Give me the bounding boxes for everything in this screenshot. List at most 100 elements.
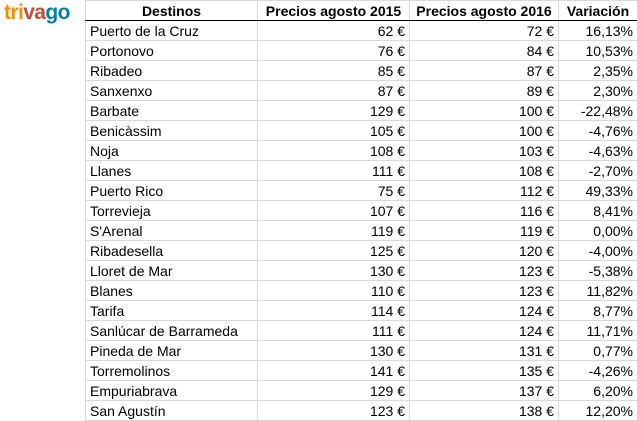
price-table: Destinos Precios agosto 2015 Precios ago… xyxy=(85,0,637,421)
variation-cell: 0,00% xyxy=(559,221,637,241)
variation-cell: -2,70% xyxy=(559,161,637,181)
header-destinos: Destinos xyxy=(86,1,258,21)
destination-cell: Llanes xyxy=(86,161,258,181)
destination-cell: S'Arenal xyxy=(86,221,258,241)
price-2015-cell: 76 € xyxy=(258,41,410,61)
price-2015-cell: 119 € xyxy=(258,221,410,241)
price-2015-cell: 75 € xyxy=(258,181,410,201)
destination-cell: Ribadeo xyxy=(86,61,258,81)
variation-cell: 8,41% xyxy=(559,201,637,221)
price-2015-cell: 111 € xyxy=(258,161,410,181)
logo-part-2: va xyxy=(23,1,45,24)
destination-cell: San Agustín xyxy=(86,401,258,421)
destination-cell: Empuriabrava xyxy=(86,381,258,401)
variation-cell: 16,13% xyxy=(559,21,637,41)
destination-cell: Puerto Rico xyxy=(86,181,258,201)
variation-cell: -22,48% xyxy=(559,101,637,121)
variation-cell: 8,77% xyxy=(559,301,637,321)
price-2015-cell: 114 € xyxy=(258,301,410,321)
price-2016-cell: 72 € xyxy=(410,21,559,41)
price-2016-cell: 103 € xyxy=(410,141,559,161)
price-2015-cell: 125 € xyxy=(258,241,410,261)
price-2016-cell: 100 € xyxy=(410,121,559,141)
variation-cell: 0,77% xyxy=(559,341,637,361)
destination-cell: Noja xyxy=(86,141,258,161)
price-2015-cell: 107 € xyxy=(258,201,410,221)
variation-cell: -4,76% xyxy=(559,121,637,141)
destination-cell: Torrevieja xyxy=(86,201,258,221)
price-2016-cell: 87 € xyxy=(410,61,559,81)
variation-cell: 11,82% xyxy=(559,281,637,301)
destination-cell: Tarifa xyxy=(86,301,258,321)
variation-cell: -5,38% xyxy=(559,261,637,281)
variation-cell: 6,20% xyxy=(559,381,637,401)
trivago-logo: trivago xyxy=(4,2,70,24)
price-2015-cell: 130 € xyxy=(258,261,410,281)
destination-cell: Ribadesella xyxy=(86,241,258,261)
price-2015-cell: 108 € xyxy=(258,141,410,161)
destination-cell: Blanes xyxy=(86,281,258,301)
price-2016-cell: 108 € xyxy=(410,161,559,181)
destination-cell: Lloret de Mar xyxy=(86,261,258,281)
price-2016-cell: 84 € xyxy=(410,41,559,61)
destination-cell: Pineda de Mar xyxy=(86,341,258,361)
price-2015-cell: 130 € xyxy=(258,341,410,361)
variation-cell: 12,20% xyxy=(559,401,637,421)
logo-part-3: go xyxy=(45,1,69,24)
price-2016-cell: 124 € xyxy=(410,301,559,321)
price-2015-cell: 85 € xyxy=(258,61,410,81)
header-variacion: Variación xyxy=(559,1,637,21)
header-precios-2015: Precios agosto 2015 xyxy=(258,1,410,21)
price-2016-cell: 135 € xyxy=(410,361,559,381)
price-2015-cell: 141 € xyxy=(258,361,410,381)
price-2016-cell: 138 € xyxy=(410,401,559,421)
header-row: Destinos Precios agosto 2015 Precios ago… xyxy=(86,1,637,21)
price-2015-cell: 123 € xyxy=(258,401,410,421)
price-2016-cell: 123 € xyxy=(410,261,559,281)
price-2016-cell: 124 € xyxy=(410,321,559,341)
variation-cell: 49,33% xyxy=(559,181,637,201)
price-2016-cell: 119 € xyxy=(410,221,559,241)
price-2015-cell: 62 € xyxy=(258,21,410,41)
price-2016-cell: 131 € xyxy=(410,341,559,361)
variation-cell: -4,63% xyxy=(559,141,637,161)
price-2015-cell: 105 € xyxy=(258,121,410,141)
destination-cell: Sanlúcar de Barrameda xyxy=(86,321,258,341)
variation-cell: 11,71% xyxy=(559,321,637,341)
price-2016-cell: 100 € xyxy=(410,101,559,121)
price-2015-cell: 111 € xyxy=(258,321,410,341)
destination-cell: Benicàssim xyxy=(86,121,258,141)
destination-cell: Portonovo xyxy=(86,41,258,61)
price-2015-cell: 129 € xyxy=(258,101,410,121)
price-2015-cell: 87 € xyxy=(258,81,410,101)
price-2016-cell: 89 € xyxy=(410,81,559,101)
variation-cell: -4,26% xyxy=(559,361,637,381)
price-2016-cell: 123 € xyxy=(410,281,559,301)
destination-cell: Torremolinos xyxy=(86,361,258,381)
price-2015-cell: 110 € xyxy=(258,281,410,301)
destination-cell: Barbate xyxy=(86,101,258,121)
destination-cell: Sanxenxo xyxy=(86,81,258,101)
variation-cell: 2,35% xyxy=(559,61,637,81)
price-2016-cell: 116 € xyxy=(410,201,559,221)
price-2016-cell: 120 € xyxy=(410,241,559,261)
logo-part-1: tri xyxy=(4,1,23,24)
header-precios-2016: Precios agosto 2016 xyxy=(410,1,559,21)
